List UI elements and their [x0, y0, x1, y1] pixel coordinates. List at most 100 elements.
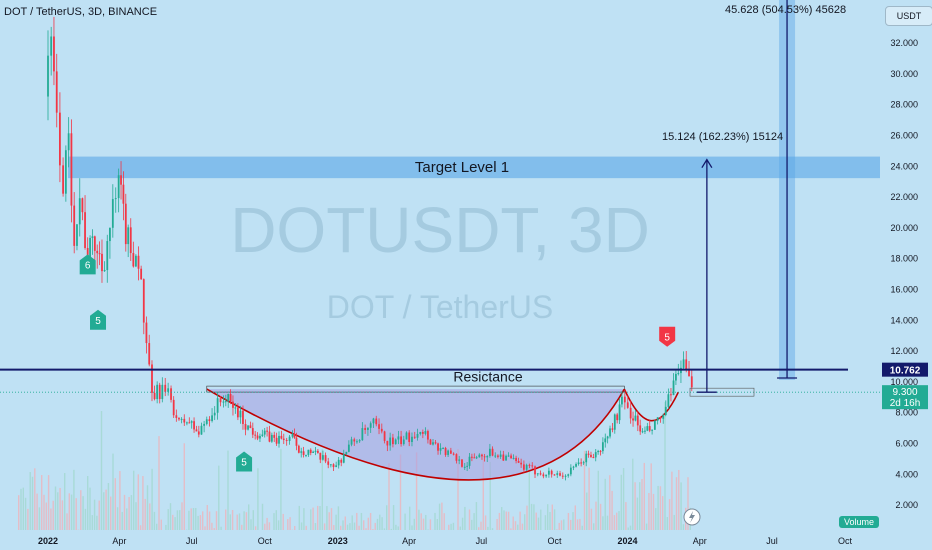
volume-bar [381, 517, 383, 540]
candle-body [468, 456, 471, 466]
volume-bar [351, 515, 353, 540]
candle-body [590, 454, 592, 458]
volume-bar [64, 473, 66, 540]
candle-body [421, 431, 424, 434]
volume-bar [121, 511, 123, 540]
x-tick-label: 2022 [38, 536, 58, 546]
candle-body [507, 455, 510, 457]
candle-body [502, 454, 505, 461]
candle-body [62, 165, 64, 194]
candle-body [447, 450, 449, 455]
candle-body [216, 398, 219, 413]
volume-bar [103, 492, 105, 540]
candle-body [358, 440, 361, 442]
x-tick-label: Oct [258, 536, 273, 546]
volume-bar [657, 485, 659, 540]
candle-body [261, 434, 264, 436]
candle-body [677, 373, 680, 375]
y-tick-label: 2.000 [895, 500, 918, 510]
lightning-icon[interactable] [683, 508, 701, 526]
volume-bar [245, 512, 248, 540]
volume-bar [648, 492, 650, 540]
y-tick-label: 24.000 [890, 161, 918, 171]
volume-bar [664, 402, 666, 540]
volume-bar [360, 512, 363, 540]
candle-body [111, 199, 114, 228]
volume-bar [38, 507, 41, 540]
candle-body [682, 359, 685, 368]
candle-body [383, 431, 386, 441]
candle-body [345, 451, 348, 455]
candles [47, 16, 693, 481]
candle-body [378, 424, 380, 429]
volume-bar [91, 515, 93, 540]
candle-body [167, 388, 170, 392]
candle-body [124, 203, 127, 245]
candle-body [575, 464, 577, 467]
candle-body [175, 415, 178, 418]
candle-body [242, 410, 244, 425]
candle-body [405, 432, 408, 440]
candle-body [497, 455, 499, 457]
marker-shape [90, 309, 107, 330]
candle-body [129, 227, 132, 254]
candle-body [587, 453, 590, 455]
candle-body [361, 428, 364, 441]
volume-bar [590, 508, 593, 540]
candle-body [634, 415, 637, 421]
volume-bar [415, 452, 418, 540]
volume-bar [643, 462, 645, 540]
volume-bar [616, 512, 618, 540]
y-tick-label: 14.000 [890, 315, 918, 325]
volume-bar [206, 505, 208, 540]
candle-body [613, 414, 616, 430]
volume-bar [404, 513, 406, 540]
candle-body [667, 394, 670, 407]
volume-bar [36, 493, 38, 540]
volume-bar [613, 515, 616, 540]
volume-bar [535, 512, 537, 540]
candle-body [137, 255, 140, 269]
volume-bar [158, 436, 160, 540]
volume-bar [105, 489, 107, 540]
candle-body [275, 437, 278, 444]
volume-bar [519, 511, 521, 540]
volume-bar [20, 488, 22, 540]
volume-bar [84, 508, 87, 540]
candle-body [556, 473, 559, 475]
candle-body [322, 455, 324, 460]
candle-body [439, 448, 442, 451]
currency-button[interactable]: USDT [885, 6, 932, 26]
volume-bar [420, 513, 422, 540]
candle-body [690, 376, 693, 388]
candle-body [300, 451, 303, 453]
y-tick-label: 16.000 [890, 285, 918, 295]
volume-bar [501, 507, 503, 540]
volume-bar [551, 504, 553, 540]
candle-body [569, 467, 572, 475]
volume-bar [73, 469, 75, 540]
candle-body [327, 461, 330, 465]
volume-button[interactable]: Volume [839, 516, 880, 528]
candle-body [266, 430, 268, 432]
time-axis-bg [0, 530, 932, 550]
candle-body [293, 433, 296, 438]
candle-body [577, 462, 580, 465]
volume-bar [192, 508, 195, 540]
volume-bar [167, 509, 169, 540]
volume-bar [567, 512, 570, 540]
volume-bar [620, 474, 622, 540]
volume-bar [190, 508, 192, 540]
volume-bar [238, 513, 241, 540]
pattern-marker: 5 [236, 451, 253, 472]
candle-body [302, 451, 305, 455]
volume-bar [588, 467, 590, 540]
candle-body [515, 457, 517, 462]
candle-body [466, 465, 469, 467]
measure-arrow-head [701, 158, 713, 169]
candle-body [685, 359, 688, 370]
candle-body [305, 454, 307, 456]
candle-body [488, 448, 491, 457]
